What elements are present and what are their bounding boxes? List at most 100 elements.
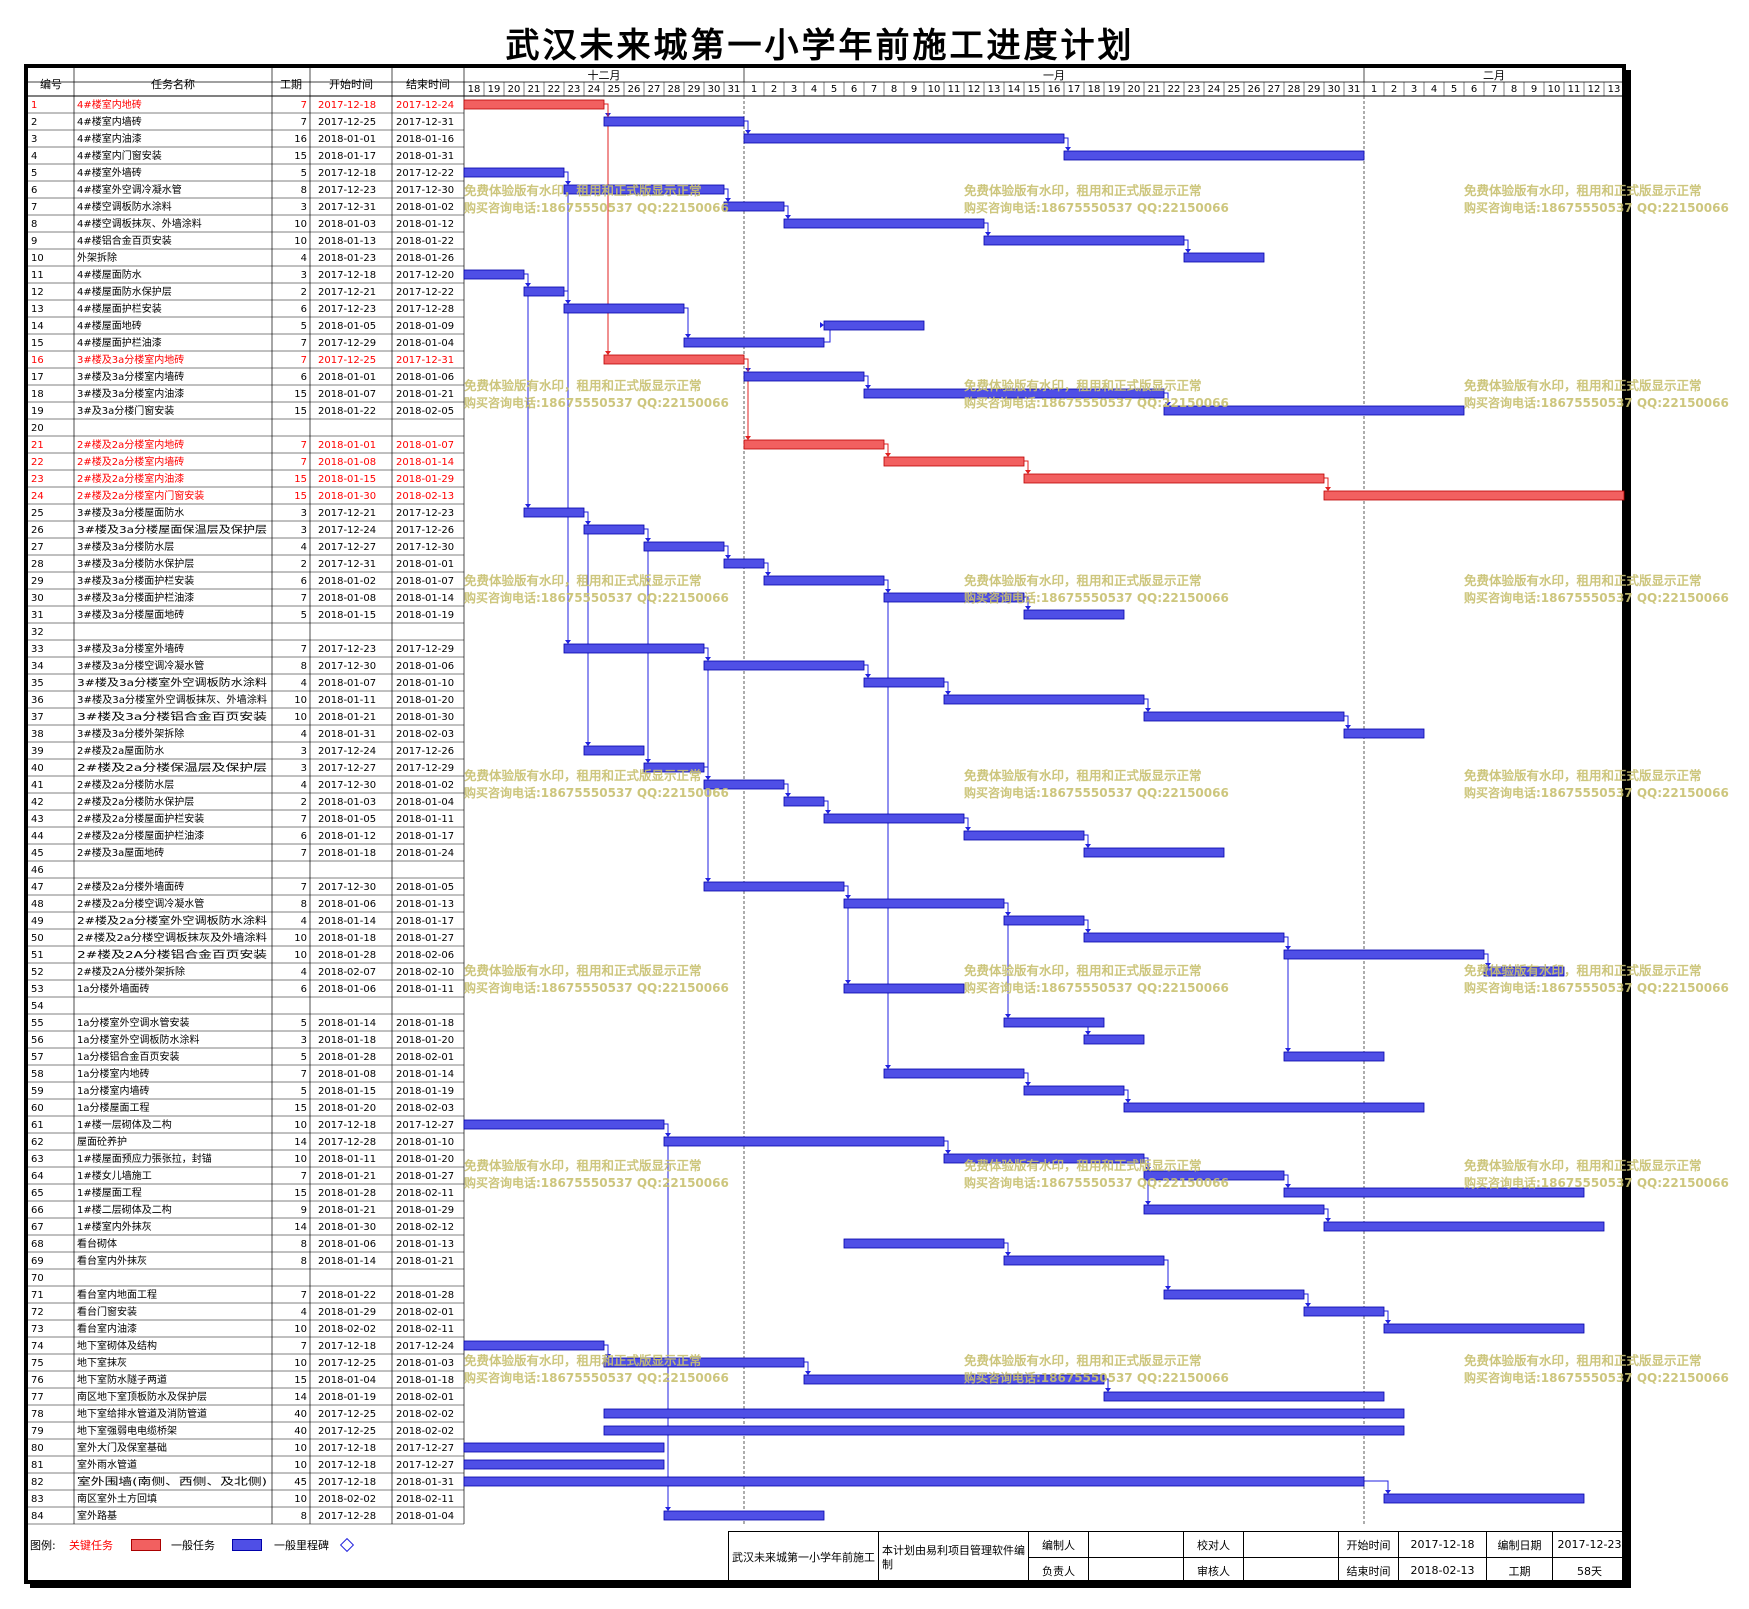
dependency-link	[1024, 1072, 1029, 1086]
dependency-link	[1324, 477, 1329, 491]
task-duration: 10	[294, 1120, 307, 1131]
task-name: 4#楼室外空调冷凝水管	[77, 183, 182, 196]
watermark-line-2: 购买咨询电话:18675550537 QQ:22150066	[964, 1370, 1229, 1385]
task-end: 2018-02-11	[396, 1494, 454, 1505]
task-end: 2018-01-27	[396, 1171, 454, 1182]
watermark-line-2: 购买咨询电话:18675550537 QQ:22150066	[1464, 1175, 1729, 1190]
task-duration: 9	[301, 1205, 307, 1216]
task-start: 2017-12-30	[318, 882, 376, 893]
task-id: 53	[31, 984, 44, 995]
task-name: 2#楼及2a分楼外墙面砖	[77, 880, 184, 893]
task-start: 2018-01-21	[318, 712, 376, 723]
task-id: 60	[31, 1103, 44, 1114]
watermark-line-2: 购买咨询电话:18675550537 QQ:22150066	[464, 785, 729, 800]
day-label: 3	[791, 84, 797, 95]
task-start: 2017-12-27	[318, 763, 376, 774]
task-bar	[1323, 1221, 1605, 1232]
task-bar	[1143, 1170, 1285, 1181]
column-header: 任务名称	[151, 77, 195, 91]
day-label: 28	[1288, 84, 1301, 95]
task-end: 2017-12-28	[396, 304, 454, 315]
task-name: 2#楼及2a分楼室内油漆	[77, 472, 184, 485]
task-duration: 7	[301, 644, 307, 655]
day-label: 24	[1208, 84, 1221, 95]
footer-reviewer-value	[1243, 1531, 1338, 1557]
day-label: 5	[831, 84, 837, 95]
task-name: 室外雨水管道	[77, 1458, 137, 1471]
watermark-line-2: 购买咨询电话:18675550537 QQ:22150066	[464, 590, 729, 605]
task-bar	[563, 643, 705, 654]
task-bar	[1003, 1017, 1105, 1028]
day-label: 23	[1188, 84, 1201, 95]
dependency-link	[884, 443, 889, 457]
task-name: 4#楼室内地砖	[77, 98, 142, 111]
task-start: 2018-01-31	[318, 729, 376, 740]
task-id: 57	[31, 1052, 44, 1063]
task-bar	[863, 388, 1165, 399]
task-start: 2017-12-18	[318, 168, 376, 179]
link-arrow	[645, 538, 651, 542]
task-id: 63	[31, 1154, 44, 1165]
dependency-link	[1384, 1310, 1389, 1324]
task-duration: 15	[294, 491, 307, 502]
task-bar	[1383, 1493, 1585, 1504]
task-id: 19	[31, 406, 44, 417]
watermark-line-1: 免费体验版有水印，租用和正式版显示正常	[964, 573, 1202, 588]
task-start: 2017-12-23	[318, 304, 376, 315]
task-end: 2018-01-02	[396, 202, 454, 213]
task-end: 2018-01-20	[396, 695, 454, 706]
task-id: 58	[31, 1069, 44, 1080]
task-id: 13	[31, 304, 44, 315]
watermark-line-1: 免费体验版有水印，租用和正式版显示正常	[1464, 183, 1702, 198]
task-duration: 8	[301, 1239, 307, 1250]
footer-editor: 编制人	[1028, 1531, 1088, 1557]
task-start: 2017-12-31	[318, 559, 376, 570]
link-arrow	[945, 691, 951, 695]
task-duration: 15	[294, 151, 307, 162]
watermark-line-2: 购买咨询电话:18675550537 QQ:22150066	[464, 1175, 729, 1190]
day-label: 19	[488, 84, 501, 95]
task-name: 3#楼及3a分楼屋面防水	[77, 506, 184, 519]
dependency-link	[844, 885, 849, 899]
task-bar	[1483, 966, 1565, 977]
task-start: 2018-02-02	[318, 1324, 376, 1335]
task-end: 2018-01-26	[396, 253, 454, 264]
task-name: 4#楼室外墙砖	[77, 166, 142, 179]
task-end: 2018-01-19	[396, 610, 454, 621]
link-arrow	[1085, 1031, 1091, 1035]
task-id: 1	[31, 100, 37, 111]
task-end: 2018-01-06	[396, 372, 454, 383]
task-id: 47	[31, 882, 44, 893]
task-bar	[1163, 1289, 1305, 1300]
task-bar	[463, 1119, 665, 1130]
task-bar	[523, 507, 585, 518]
task-name: 2#楼及2a分楼防水层	[77, 778, 174, 791]
task-duration: 8	[301, 1256, 307, 1267]
day-label: 8	[891, 84, 897, 95]
watermark-line-2: 购买咨询电话:18675550537 QQ:22150066	[964, 785, 1229, 800]
task-bar	[1023, 1085, 1125, 1096]
day-label: 30	[1328, 84, 1341, 95]
task-duration: 6	[301, 831, 307, 842]
task-duration: 7	[301, 1341, 307, 1352]
day-label: 18	[468, 84, 481, 95]
task-end: 2018-01-10	[396, 1137, 454, 1148]
task-duration: 2	[301, 287, 307, 298]
task-end: 2018-02-05	[396, 406, 454, 417]
task-duration: 5	[301, 168, 307, 179]
task-id: 65	[31, 1188, 44, 1199]
dependency-link	[824, 800, 829, 814]
task-id: 78	[31, 1409, 44, 1420]
task-start: 2017-12-31	[318, 202, 376, 213]
watermark-line-1: 免费体验版有水印，租用和正式版显示正常	[464, 1353, 702, 1368]
task-id: 8	[31, 219, 37, 230]
task-bar	[463, 167, 565, 178]
link-arrow	[1305, 1303, 1311, 1307]
link-arrow	[1005, 1252, 1011, 1256]
task-duration: 15	[294, 1375, 307, 1386]
task-start: 2018-01-21	[318, 1171, 376, 1182]
task-end: 2017-12-24	[396, 1341, 454, 1352]
dependency-link	[784, 783, 789, 797]
watermark-line-1: 免费体验版有水印，租用和正式版显示正常	[964, 183, 1202, 198]
task-bar	[703, 660, 865, 671]
